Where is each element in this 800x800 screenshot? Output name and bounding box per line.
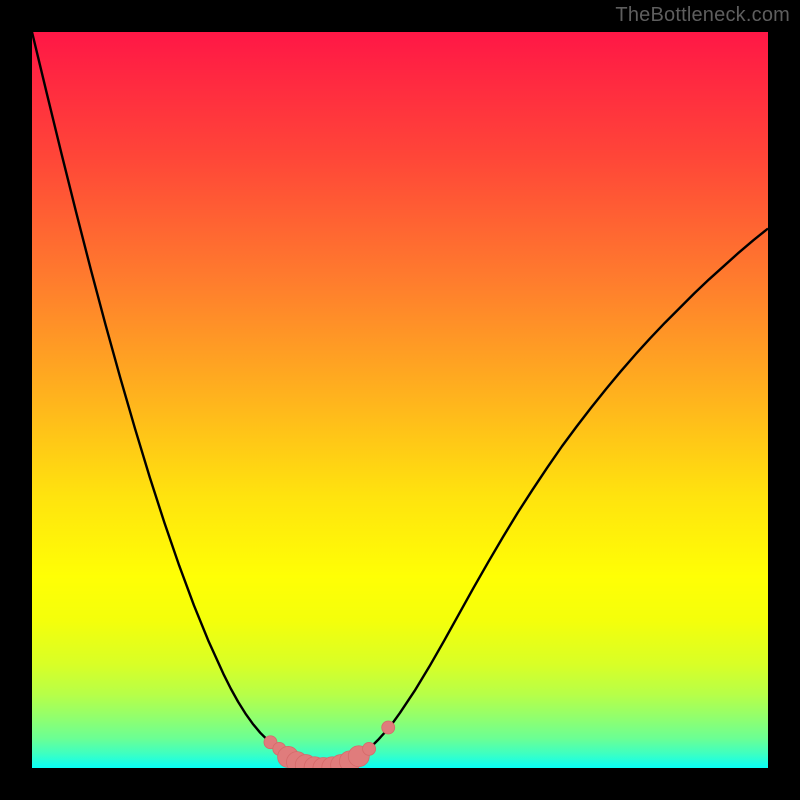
chart-container: TheBottleneck.com — [0, 0, 800, 800]
marker-point — [363, 742, 376, 755]
plot-area — [32, 32, 768, 768]
gradient-background — [32, 32, 768, 768]
watermark-text: TheBottleneck.com — [615, 4, 790, 27]
marker-point — [382, 721, 395, 734]
plot-svg — [32, 32, 768, 768]
